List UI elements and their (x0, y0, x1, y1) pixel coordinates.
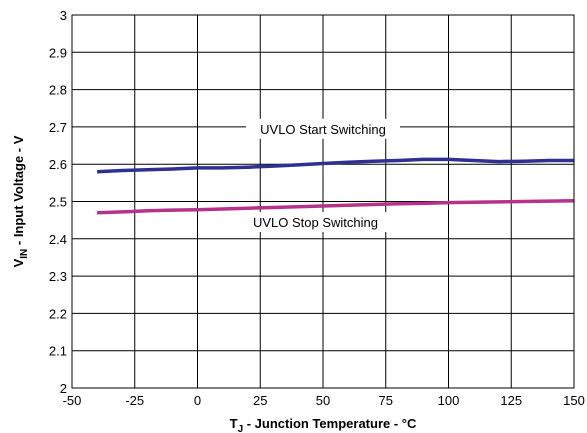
y-tick-labels: 2 2.1 2.2 2.3 2.4 2.5 2.6 2.7 2.8 2.9 3 (49, 8, 67, 396)
y-axis-label-sub: IN (19, 249, 30, 259)
y-tick-label: 2.8 (49, 83, 67, 98)
y-tick-label: 2.5 (49, 195, 67, 210)
x-tick-label: 50 (316, 393, 330, 408)
series-line (97, 157, 574, 174)
y-tick-label: 2 (60, 381, 67, 396)
series-group (97, 157, 575, 215)
y-tick-label: 2.6 (49, 157, 67, 172)
x-tick-label: 100 (438, 393, 460, 408)
annotation-label: UVLO Start Switching (260, 122, 386, 137)
x-tick-label: -25 (125, 393, 144, 408)
y-tick-label: 2.2 (49, 306, 67, 321)
y-axis-label-rest: - Input Voltage - V (11, 135, 26, 248)
plot-frame (71, 14, 575, 389)
x-axis-label-main: T (230, 416, 238, 431)
x-tick-label: -50 (63, 393, 82, 408)
annotation-label: UVLO Stop Switching (253, 215, 378, 230)
x-axis-label: TJ - Junction Temperature - °C (230, 416, 417, 433)
x-tick-label: 125 (500, 393, 522, 408)
y-tick-label: 2.4 (49, 232, 67, 247)
y-axis-label: VIN - Input Voltage - V (11, 135, 30, 267)
x-tick-label: 150 (563, 393, 585, 408)
y-tick-label: 2.9 (49, 45, 67, 60)
x-tick-label: 25 (253, 393, 267, 408)
x-axis-label-rest: - Junction Temperature - °C (243, 416, 417, 431)
x-tick-label: 0 (194, 393, 201, 408)
x-tick-label: 75 (379, 393, 393, 408)
y-tick-label: 3 (60, 8, 67, 23)
y-tick-label: 2.7 (49, 120, 67, 135)
x-tick-labels: -50 -25 0 25 50 75 100 125 150 (63, 393, 585, 408)
annotation-background (246, 118, 400, 139)
series-line (97, 199, 575, 215)
annotations: UVLO Start Switching UVLO Stop Switching (242, 118, 400, 233)
y-axis-label-main: V (11, 258, 26, 267)
x-axis-label-sub: J (238, 424, 244, 433)
y-tick-label: 2.1 (49, 344, 67, 359)
annotation-background (242, 212, 389, 233)
y-tick-label: 2.3 (49, 269, 67, 284)
